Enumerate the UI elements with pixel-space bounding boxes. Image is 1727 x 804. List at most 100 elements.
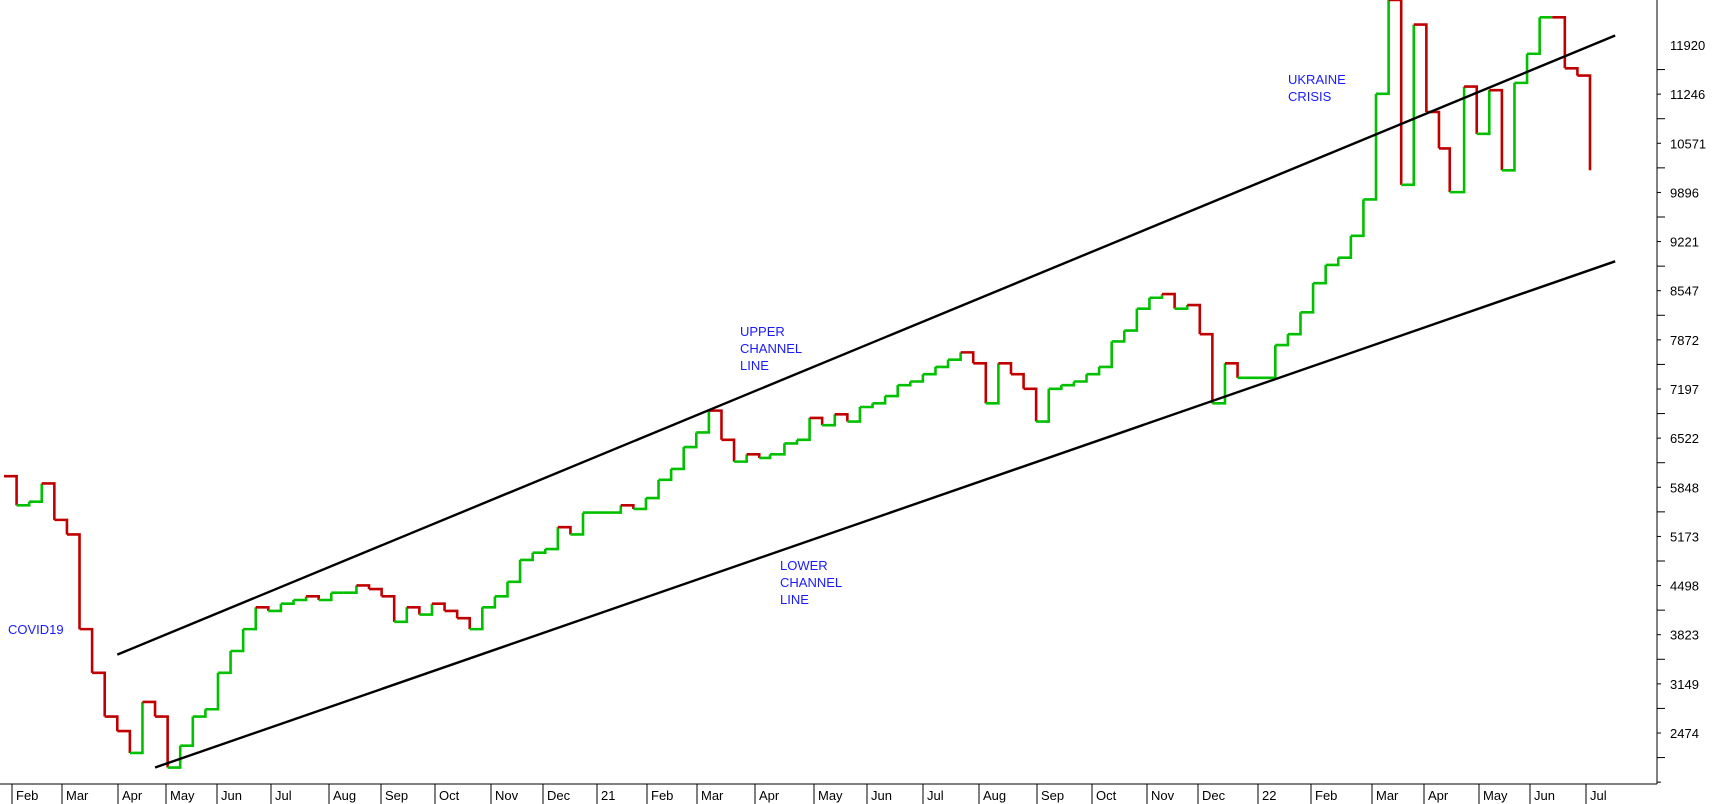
price-segment <box>834 412 849 422</box>
price-segment <box>1501 82 1516 172</box>
price-segment <box>343 585 358 595</box>
price-segment <box>922 366 937 376</box>
x-tick-label: Jul <box>275 788 292 803</box>
price-segment <box>998 361 1013 375</box>
price-segment <box>1224 361 1239 378</box>
price-segment <box>1325 257 1340 267</box>
price-segment <box>1527 17 1541 56</box>
price-segment <box>1187 303 1202 335</box>
x-tick-label: Jul <box>927 788 944 803</box>
x-tick-label: 21 <box>601 788 615 803</box>
price-segment <box>255 605 270 611</box>
annotation-lower-channel-line-text: LOWER <box>780 558 828 573</box>
chart-annotations: COVID19 UPPER CHANNEL LINE LOWER CHANNEL LINE U… <box>8 72 1346 637</box>
price-segment <box>746 453 761 458</box>
price-segment <box>822 414 837 427</box>
x-tick-label: May <box>170 788 195 803</box>
price-segment <box>155 715 169 768</box>
y-tick-label: 6522 <box>1670 431 1699 446</box>
price-segment <box>318 592 333 602</box>
price-segment <box>1237 345 1277 380</box>
price-segment <box>583 505 623 514</box>
price-segment <box>1162 292 1176 309</box>
lower-channel-line <box>154 260 1616 769</box>
price-segment <box>306 595 320 601</box>
price-segment <box>1300 283 1315 314</box>
price-segment <box>1124 308 1139 332</box>
price-segment <box>356 584 371 590</box>
price-segment <box>54 518 69 535</box>
price-segment <box>180 716 195 747</box>
price-segment <box>92 671 106 717</box>
price-segment <box>406 605 421 615</box>
price-segment <box>671 447 686 471</box>
x-tick-label: Dec <box>1202 788 1226 803</box>
annotation-lower-channel-line-text: LINE <box>780 592 809 607</box>
price-segment <box>1174 305 1189 310</box>
price-segment <box>444 609 459 619</box>
price-segment <box>633 498 648 511</box>
price-segment <box>381 595 396 622</box>
price-segment <box>1552 16 1567 69</box>
price-segment <box>217 650 232 675</box>
price-segment <box>797 417 811 442</box>
x-tick-label: Mar <box>1376 788 1399 803</box>
price-segment <box>29 483 44 503</box>
price-segment <box>66 533 81 630</box>
price-segment <box>658 468 673 482</box>
y-tick-label: 10571 <box>1670 136 1706 151</box>
x-tick-label: Jul <box>1590 788 1607 803</box>
y-tick-label: 3823 <box>1670 628 1699 643</box>
price-segment <box>520 552 534 562</box>
x-tick-label: Aug <box>333 788 356 803</box>
price-segment <box>847 406 862 423</box>
y-tick-label: 3149 <box>1670 677 1699 692</box>
price-segment <box>1275 334 1290 347</box>
price-segment <box>1086 366 1101 376</box>
price-segment <box>369 587 383 597</box>
price-segment <box>293 596 308 602</box>
price-segment <box>129 701 144 755</box>
price-segment <box>910 374 925 383</box>
price-segment <box>117 729 132 753</box>
price-segment <box>79 627 94 673</box>
price-segment <box>142 700 157 717</box>
x-tick-label: Feb <box>16 788 38 803</box>
price-segment <box>973 361 988 404</box>
price-segment <box>948 352 962 361</box>
x-tick-label: Jun <box>871 788 892 803</box>
x-tick-label: Apr <box>759 788 780 803</box>
y-tick-label: 9221 <box>1670 235 1699 250</box>
price-segment <box>1338 235 1353 259</box>
x-tick-label: May <box>818 788 843 803</box>
x-tick-label: Sep <box>1041 788 1064 803</box>
price-segment <box>1212 363 1227 405</box>
price-segment <box>1073 374 1088 383</box>
x-tick-label: 22 <box>1262 788 1276 803</box>
price-segment <box>1564 67 1579 76</box>
price-segment <box>482 596 497 609</box>
price-segment <box>1388 0 1403 185</box>
upper-channel-line <box>116 34 1616 656</box>
y-tick-label: 7197 <box>1670 382 1699 397</box>
price-segment <box>532 549 547 554</box>
price-segment <box>1136 297 1151 310</box>
x-tick-label: Mar <box>66 788 89 803</box>
price-segment <box>1313 264 1327 285</box>
price-segment <box>1489 88 1504 171</box>
price-segment <box>784 439 799 445</box>
price-segment <box>960 351 975 364</box>
price-segment <box>431 602 446 611</box>
price-segment <box>243 607 258 631</box>
price-segment <box>1476 90 1491 136</box>
x-tick-label: Oct <box>1096 788 1117 803</box>
price-segment <box>1010 372 1025 389</box>
price-segment <box>268 603 283 613</box>
y-tick-label: 5848 <box>1670 480 1699 495</box>
annotation-covid19-text: COVID19 <box>8 622 64 637</box>
y-tick-label: 2474 <box>1670 726 1699 741</box>
x-tick-label: Sep <box>385 788 408 803</box>
price-segment <box>104 715 119 732</box>
x-tick-label: Jun <box>221 788 242 803</box>
price-segment <box>1023 387 1038 422</box>
